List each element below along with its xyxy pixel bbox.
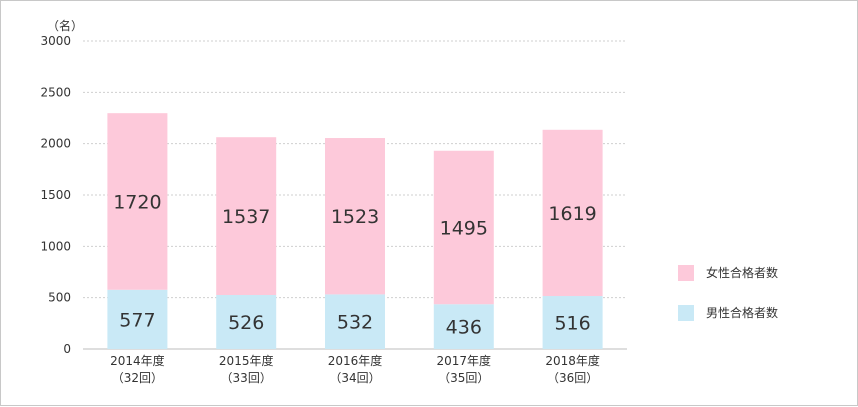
legend-swatch [678,265,694,281]
bar-segment [216,137,277,295]
x-tick-label: 2015年度 [219,353,274,368]
bars: 577 1720 526 1537 532 1523 436 1495 516 1619 [107,113,603,349]
bar-segment [107,289,168,349]
y-tick-label: 2500 [40,85,71,99]
data-label: 526 [228,312,264,334]
y-tick-label: 2000 [40,137,71,151]
x-tick-label: 2018年度 [545,353,600,368]
x-tick-label: 2016年度 [328,353,383,368]
x-axis: 2014年度 （32回） 2015年度 （33回） 2016年度 （34回） 2017年度 （… [110,353,600,385]
y-unit-label: （名） [47,18,83,33]
legend-label: 女性合格者数 [706,265,778,280]
data-label: 577 [119,309,155,331]
bar-segment [325,294,385,349]
bar-segment [542,296,603,349]
x-tick-sublabel: （33回） [221,371,272,385]
data-label: 1720 [113,191,161,213]
y-tick-label: 1000 [40,239,71,253]
y-tick-label: 1500 [40,188,71,202]
x-tick-sublabel: （36回） [547,371,598,385]
bar-segment [433,304,494,349]
bar-segment [542,129,603,297]
data-label: 532 [337,312,373,334]
legend-swatch [678,305,694,321]
x-tick-label: 2017年度 [437,353,492,368]
bar-segment [325,138,385,295]
x-tick-label: 2014年度 [110,353,165,368]
data-label: 1495 [440,217,488,239]
y-axis: 0 500 1000 1500 2000 2500 3000（名） [40,18,83,356]
y-tick-label: 500 [48,291,71,305]
x-tick-sublabel: （32回） [112,371,163,385]
y-tick-label: 3000 [40,34,71,48]
legend-label: 男性合格者数 [706,305,778,320]
data-label: 516 [554,313,590,335]
data-label: 436 [446,317,482,339]
bar-segment [216,294,277,349]
x-tick-sublabel: （35回） [438,371,489,385]
x-tick-sublabel: （34回） [329,371,380,385]
data-label: 1537 [222,206,270,228]
data-label: 1523 [331,206,379,228]
y-tick-label: 0 [63,342,71,356]
bar-segment [107,113,168,290]
data-label: 1619 [548,203,596,225]
bar-segment [433,150,494,305]
